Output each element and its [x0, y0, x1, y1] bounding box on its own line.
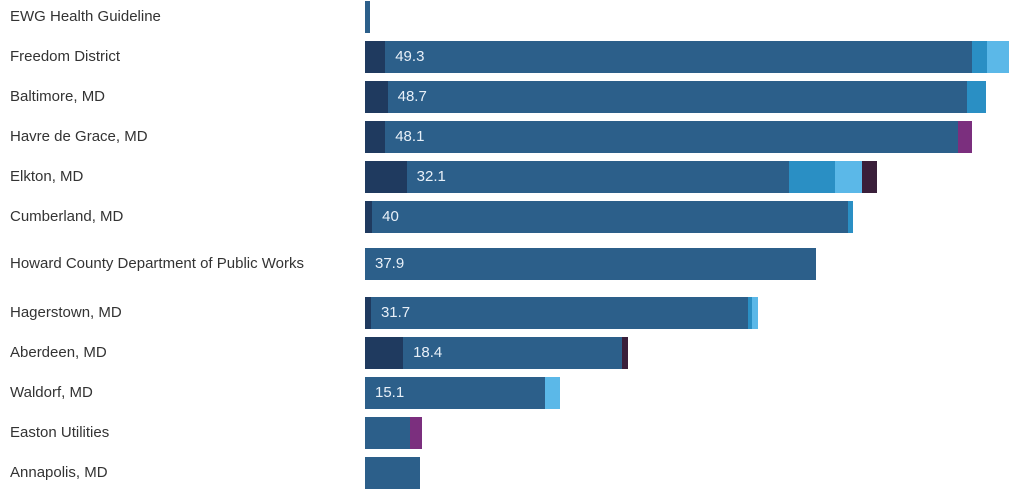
bar-segment: [365, 248, 817, 280]
bar-segment: [365, 81, 388, 113]
bar-segment: [957, 121, 972, 153]
category-label: Easton Utilities: [10, 424, 110, 441]
bar-segment: [370, 297, 749, 329]
bar-segment: [365, 457, 420, 489]
bar-segment: [365, 161, 407, 193]
category-label: Howard County Department of Public Works: [10, 255, 305, 272]
bar-segment: [862, 161, 877, 193]
bar-segment: [987, 41, 1009, 73]
bar-segment: [848, 201, 853, 233]
bar-segment: [410, 417, 423, 449]
bar-segment: [372, 201, 849, 233]
value-label: 32.1: [416, 168, 446, 185]
bar-segment: [365, 337, 404, 369]
bar-segment: [751, 297, 758, 329]
bar-segment: [387, 81, 968, 113]
bar-segment: [365, 201, 373, 233]
bar-segment: [406, 161, 789, 193]
category-label: Freedom District: [10, 48, 121, 65]
bar-segment: [788, 161, 836, 193]
value-label: 15.1: [375, 384, 405, 401]
bar-segment: [365, 121, 386, 153]
category-label: Aberdeen, MD: [10, 344, 107, 361]
value-label: 31.7: [380, 304, 411, 321]
bar-segment: [748, 297, 752, 329]
value-label: 49.3: [395, 48, 425, 65]
category-label: Annapolis, MD: [10, 464, 108, 481]
bar-segment: [835, 161, 863, 193]
bar-segment: [365, 1, 370, 33]
bar-segment: [622, 337, 628, 369]
category-label: EWG Health Guideline: [10, 8, 161, 25]
bar-segment: [385, 41, 972, 73]
value-label: 48.1: [395, 128, 425, 145]
value-label: 48.7: [397, 88, 427, 105]
category-label: Cumberland, MD: [10, 208, 124, 225]
bar-segment: [385, 121, 958, 153]
value-label: 18.4: [413, 344, 443, 361]
category-label: Hagerstown, MD: [10, 304, 122, 321]
value-label: 40: [382, 208, 399, 225]
bar-segment: [971, 41, 988, 73]
bar-segment: [403, 337, 623, 369]
category-label: Baltimore, MD: [10, 88, 106, 105]
category-label: Elkton, MD: [10, 168, 84, 185]
bar-segment: [967, 81, 987, 113]
bar-segment: [365, 417, 411, 449]
bar-segment: [544, 377, 561, 409]
category-label: Waldorf, MD: [10, 384, 93, 401]
bar-segment: [365, 297, 371, 329]
category-label: Havre de Grace, MD: [10, 128, 148, 145]
bar-segment: [365, 41, 386, 73]
value-label: 37.9: [375, 255, 405, 272]
bar-segment: [365, 377, 545, 409]
